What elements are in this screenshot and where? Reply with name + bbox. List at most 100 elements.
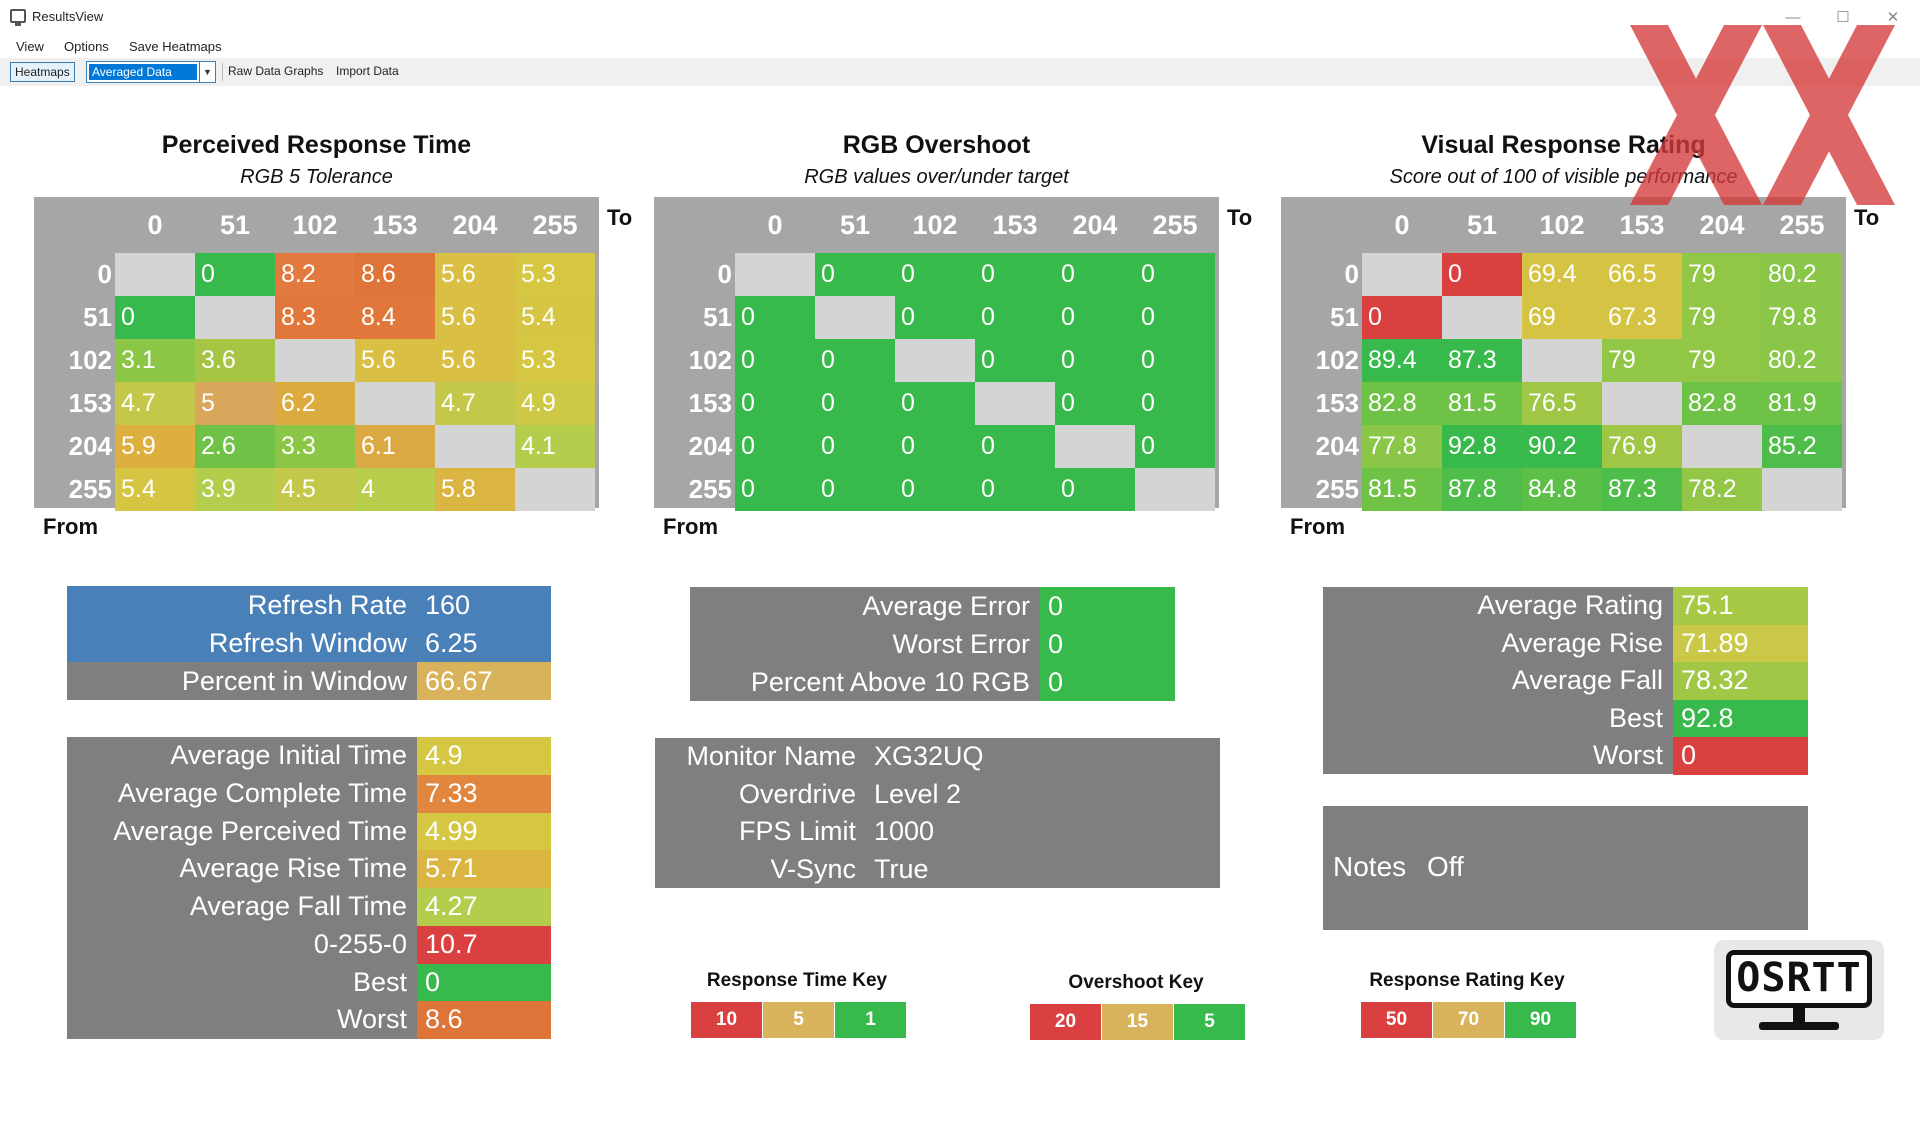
heatmap-cell: [975, 382, 1055, 425]
stat-label: Worst: [336, 1004, 407, 1035]
stat-value: 4.99: [417, 812, 551, 851]
heatmap-cell: 6.1: [355, 425, 435, 468]
stat-label: Best: [1608, 702, 1663, 733]
column-header: 204: [452, 210, 498, 240]
heatmap-cell: 0: [195, 253, 275, 296]
menu-view[interactable]: View: [16, 39, 44, 54]
menu-save-heatmaps[interactable]: Save Heatmaps: [129, 39, 222, 54]
menu-options[interactable]: Options: [64, 39, 109, 54]
monitor-info-panel: Monitor Name XG32UQ Overdrive Level 2 FPS Li…: [655, 738, 1220, 888]
stat-label: Worst: [1592, 740, 1663, 770]
stat-value: 66.67: [417, 662, 551, 700]
heatmap-cell: 92.8: [1442, 425, 1522, 468]
key-title: Response Time Key: [706, 970, 888, 991]
heatmap-cell: 5.9: [115, 425, 195, 468]
rating-summary-panel: Average Rating 75.1 Average Rise 71.89 Avera…: [1323, 587, 1808, 775]
heatmap-cell: 0: [895, 425, 975, 468]
heatmap-cell: 87.3: [1602, 468, 1682, 511]
heatmap-cell: [895, 339, 975, 382]
heatmap-cell: 77.8: [1362, 425, 1442, 468]
column-header: 255: [532, 210, 578, 240]
stat-value: 0: [1673, 737, 1808, 775]
stat-label: Average Initial Time: [170, 740, 407, 770]
heatmap-cell: 0: [815, 253, 895, 296]
heatmap-cell: 4.9: [515, 382, 595, 425]
row-header: 204: [1315, 431, 1359, 461]
heatmap-cell: 5.6: [435, 253, 515, 296]
notes-value: Off: [1427, 851, 1464, 882]
osrtt-logo: OSRTT: [1714, 940, 1884, 1040]
column-header: 153: [992, 210, 1038, 240]
stat-label: FPS Limit: [738, 816, 856, 846]
heatmap-cell: 2.6: [195, 425, 275, 468]
heatmap-cell: 80.2: [1762, 253, 1842, 296]
stat-label: Average Error: [862, 591, 1030, 621]
heatmap-cell: 0: [735, 296, 815, 339]
minimize-button[interactable]: —: [1785, 8, 1801, 26]
heatmap-cell: 0: [975, 296, 1055, 339]
panel-row: Overdrive Level 2: [655, 776, 1220, 814]
heatmap-cell: [355, 382, 435, 425]
stat-label: Refresh Rate: [67, 586, 417, 624]
stat-label: Average Fall Time: [189, 891, 407, 921]
heatmap-cell: 79: [1682, 296, 1762, 339]
heatmap-cell: [115, 253, 195, 296]
row-header: 102: [688, 345, 732, 375]
heatmap-cell: 0: [1055, 296, 1135, 339]
heatmap-grid: 0 0 51 51 102 102 153 153 204 204 255 255 0 0 0 0 0 0 0 0 0 0…: [654, 197, 1219, 511]
chevron-down-icon[interactable]: ▼: [199, 62, 215, 82]
heatmap-cell: 76.9: [1602, 425, 1682, 468]
to-axis-label: To: [607, 205, 633, 230]
heatmap-cell: 0: [815, 339, 895, 382]
data-mode-value: Averaged Data: [89, 64, 197, 80]
overshoot-panel: Average Error 0 Worst Error 0 Percent Above …: [690, 587, 1175, 701]
column-header: 204: [1072, 210, 1118, 240]
maximize-button[interactable]: ☐: [1836, 9, 1850, 26]
heatmap-grid: 0 0 51 51 102 102 153 153 204 204 255 255 0 69.4 66.5 7…: [1281, 197, 1846, 511]
heatmap-cell: 0: [895, 253, 975, 296]
panel-row: Worst 8.6: [67, 1001, 551, 1039]
heatmap-cell: 0: [815, 382, 895, 425]
row-header: 204: [68, 431, 112, 461]
panel-row: Average Fall 78.32: [1323, 662, 1808, 700]
heatmap-cell: 81.9: [1762, 382, 1842, 425]
heatmap-cell: 5.8: [435, 468, 515, 511]
column-header: 51: [839, 210, 871, 240]
stat-label: Percent Above 10 RGB: [750, 667, 1030, 697]
row-header: 51: [83, 302, 112, 332]
heatmap-cell: 78.2: [1682, 468, 1762, 511]
import-data-button[interactable]: Import Data: [336, 64, 399, 78]
stat-value: 6.25: [417, 624, 551, 662]
raw-data-graphs-button[interactable]: Raw Data Graphs: [228, 64, 324, 78]
heatmap-cell: 66.5: [1602, 253, 1682, 296]
heatmap-cell: [435, 425, 515, 468]
stat-value: XG32UQ: [874, 741, 984, 771]
heatmap-grid: 0 0 51 51 102 102 153 153 204 204 255 255 0 8.2 8.6 5.6…: [34, 197, 599, 511]
heatmap-cell: 0: [895, 468, 975, 511]
stat-value: 75.1: [1673, 587, 1808, 625]
column-header: 255: [1152, 210, 1198, 240]
data-mode-select[interactable]: Averaged Data ▼: [86, 61, 216, 83]
stat-value: 8.6: [417, 1001, 551, 1039]
column-header: 102: [1539, 210, 1585, 240]
heatmap-cell: 89.4: [1362, 339, 1442, 382]
stat-label: Best: [352, 966, 407, 997]
panel-row: Percent Above 10 RGB 0: [690, 663, 1175, 701]
panel-row: Best 92.8: [1323, 699, 1808, 737]
heatmap-cell: 0: [815, 425, 895, 468]
column-header: 51: [219, 210, 251, 240]
from-axis-label: From: [1290, 514, 1345, 539]
close-button[interactable]: ✕: [1886, 9, 1900, 26]
heatmap-cell: 80.2: [1762, 339, 1842, 382]
row-header: 0: [97, 259, 112, 289]
stat-value: 92.8: [1673, 699, 1808, 737]
heatmap-cell: 0: [975, 253, 1055, 296]
heatmap-cell: 0: [735, 339, 815, 382]
panel-row: Worst Error 0: [690, 625, 1175, 663]
heatmap-cell: 81.5: [1442, 382, 1522, 425]
column-header: 255: [1779, 210, 1825, 240]
heatmap-cell: 87.8: [1442, 468, 1522, 511]
heatmap-cell: 79: [1682, 339, 1762, 382]
stat-value: 71.89: [1673, 624, 1808, 662]
heatmaps-button[interactable]: Heatmaps: [10, 62, 75, 82]
